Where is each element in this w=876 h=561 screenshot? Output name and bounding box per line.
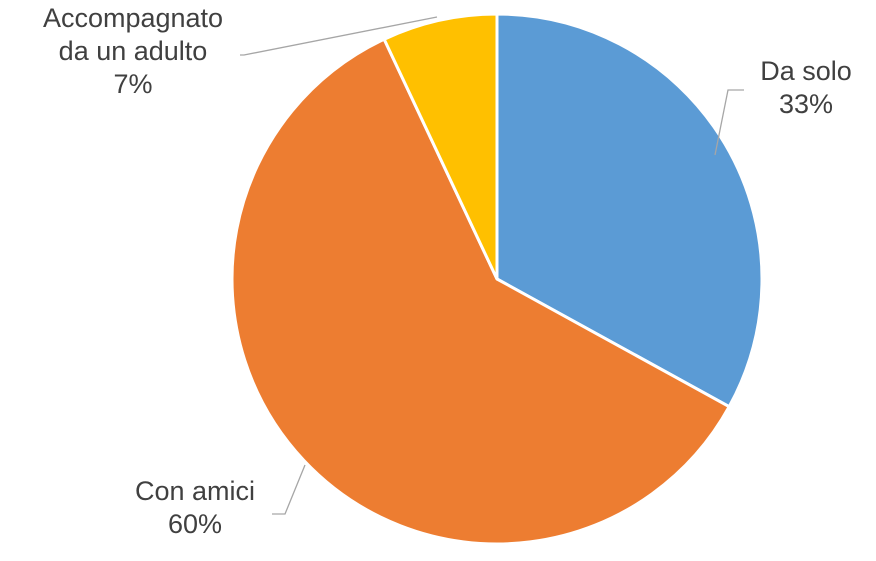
data-label-accompagnato-da-un-adulto: Accompagnato da un adulto 7% <box>43 3 223 99</box>
pie-slice-con-amici <box>230 37 731 546</box>
leader-line-accompagnato-da-un-adulto <box>240 16 438 56</box>
data-labels: Da solo 33% Con amici 60% Accompagnato da un … <box>43 3 852 539</box>
leader-lines <box>240 16 744 515</box>
data-label-percent: 60% <box>168 509 222 539</box>
data-label-category: Accompagnato <box>43 3 223 33</box>
data-label-category: Con amici <box>135 476 255 506</box>
leader-line-con-amici <box>272 464 306 515</box>
pie-slices <box>230 12 764 546</box>
leader-line-da-solo <box>714 89 744 156</box>
data-label-da-solo: Da solo 33% <box>760 56 852 119</box>
data-label-category: da un adulto <box>59 36 208 66</box>
pie-slice-da-solo <box>495 12 764 409</box>
data-label-percent: 33% <box>779 89 833 119</box>
data-label-con-amici: Con amici 60% <box>135 476 255 539</box>
pie-slice-accompagnato-da-un-adulto <box>382 12 499 281</box>
data-label-percent: 7% <box>113 69 152 99</box>
data-label-category: Da solo <box>760 56 852 86</box>
